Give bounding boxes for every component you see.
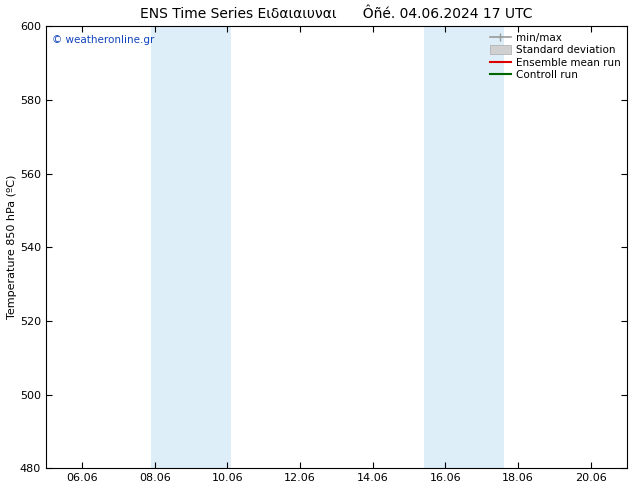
Legend: min/max, Standard deviation, Ensemble mean run, Controll run: min/max, Standard deviation, Ensemble me… [486, 28, 625, 84]
Y-axis label: Temperature 850 hPa (ºC): Temperature 850 hPa (ºC) [7, 175, 17, 319]
Text: © weatheronline.gr: © weatheronline.gr [51, 35, 154, 45]
Bar [151, 26, 231, 468]
Bar [424, 26, 503, 468]
Title: ENS Time Series Ειδαιαιυναι      Ôñé. 04.06.2024 17 UTC: ENS Time Series Ειδαιαιυναι Ôñé. 04.06.2… [140, 7, 533, 21]
